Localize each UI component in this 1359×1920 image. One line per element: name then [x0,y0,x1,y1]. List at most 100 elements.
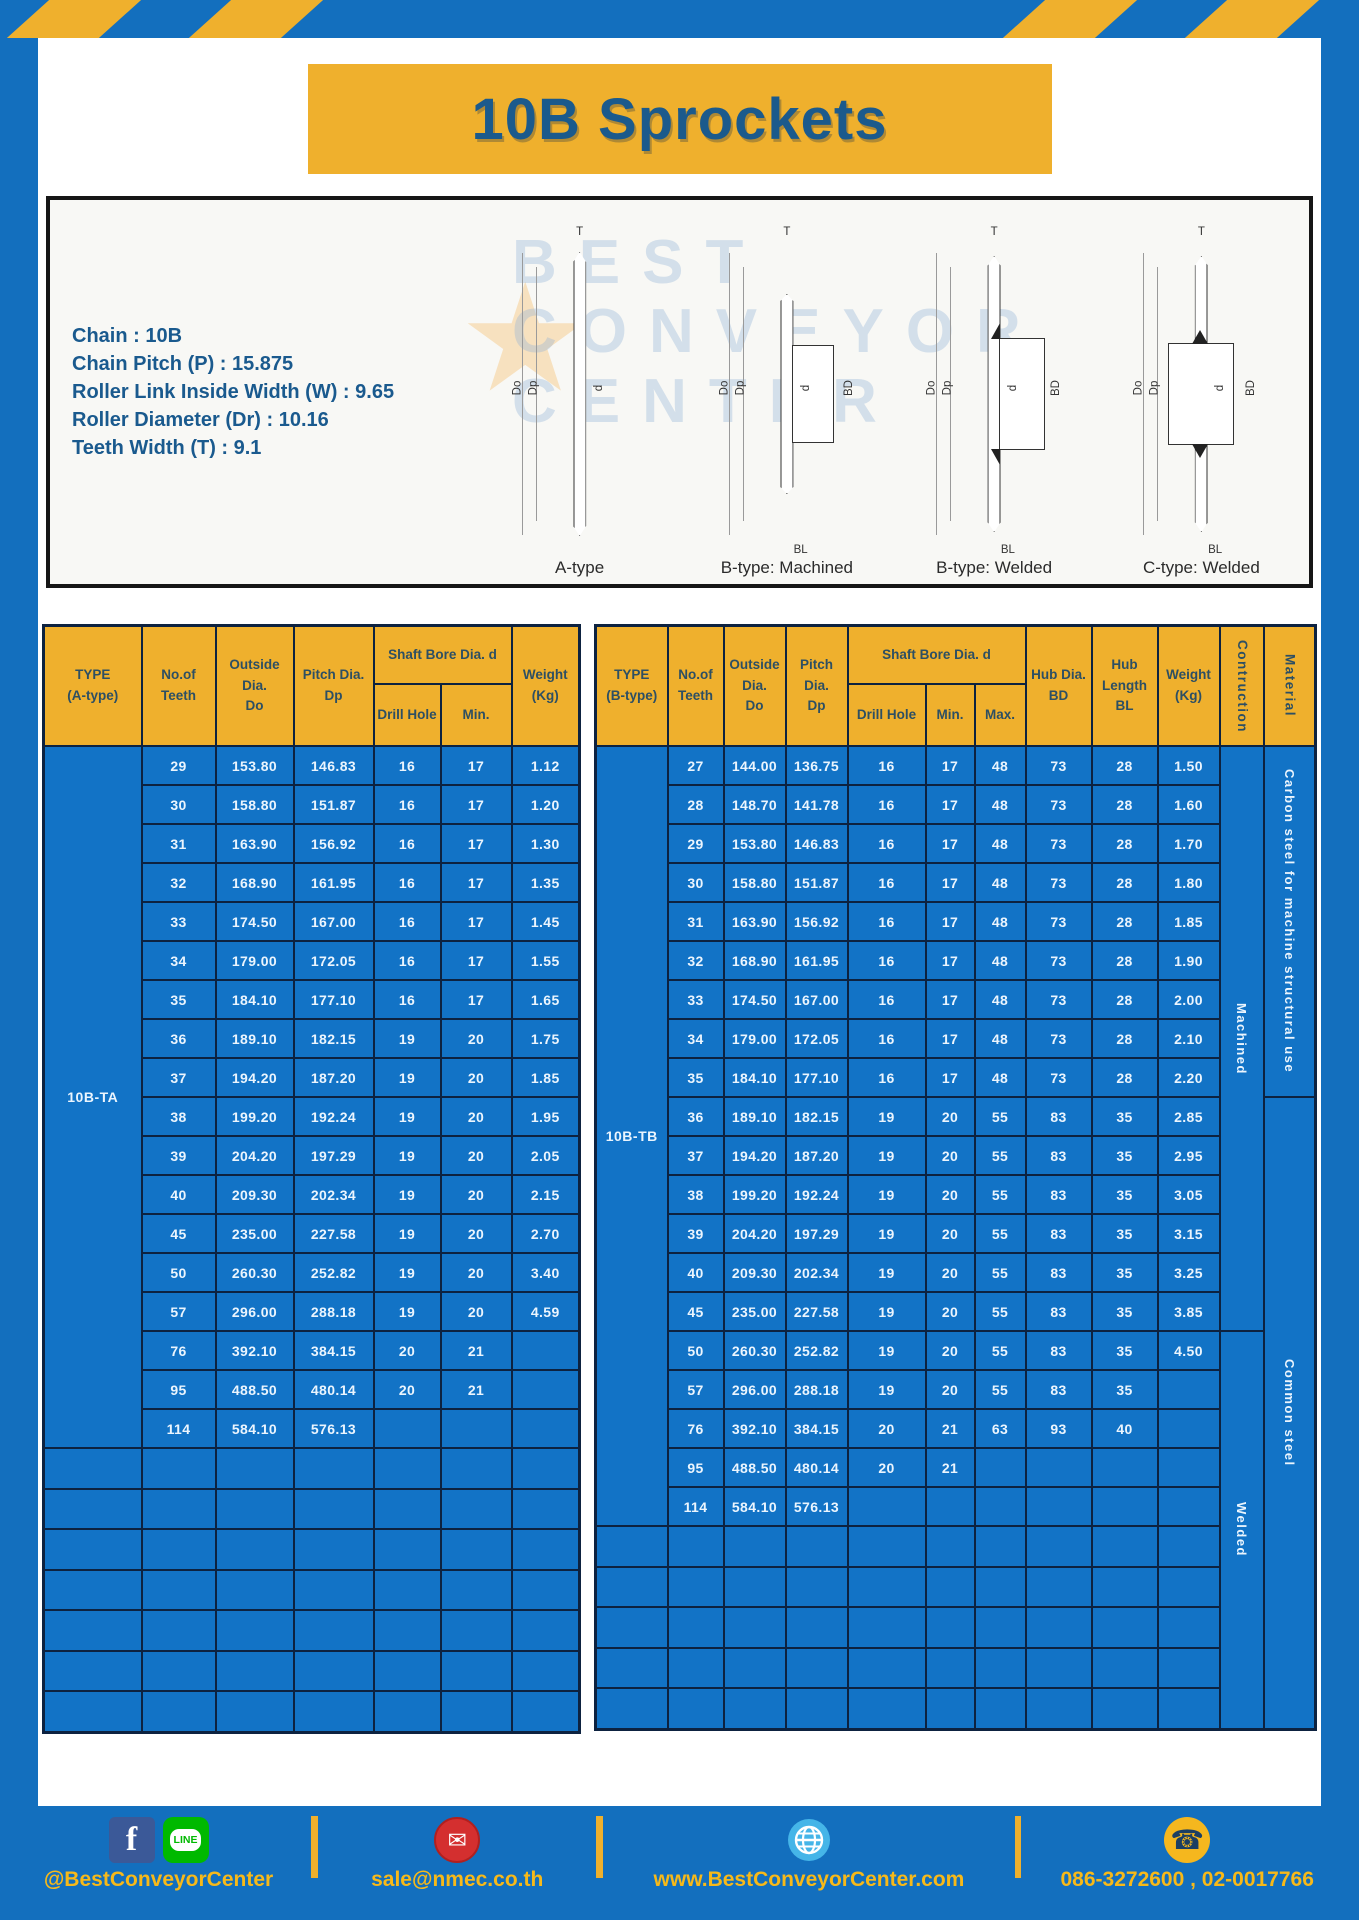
footer-group: ✉ sale@nmec.co.th [318,1806,597,1920]
table-cell: 55 [973,1174,1027,1215]
footer-label[interactable]: www.BestConveyorCenter.com [653,1868,965,1891]
table-cell: 40 [1090,1408,1159,1449]
table-cell: 163.90 [214,823,295,864]
table-cell [1090,1565,1159,1608]
table-cell: 48 [973,745,1027,786]
table-cell: 4.59 [510,1291,581,1332]
table-cell [510,1408,581,1449]
table-cell: 83 [1024,1174,1093,1215]
table-row: 40 209.30 202.34 19 20 2.15 [44,1174,581,1215]
table-cell: 392.10 [214,1330,295,1371]
table-cell: 83 [1024,1096,1093,1137]
table-cell [1090,1486,1159,1527]
table-cell [973,1525,1027,1568]
table-cell [594,1646,669,1689]
table-cell: 17 [439,862,513,903]
table-cell [214,1649,295,1692]
table-cell: 161.95 [784,940,849,981]
table-cell: 17 [439,784,513,825]
table-row: 10B-TB 27 144.00 136.75 16 17 48 73 28 1.50 Machin… [594,745,1317,1527]
table-cell: 204.20 [722,1213,787,1254]
table-row: 50 260.30 252.82 19 20 55 83 35 4.50 Welded [596,1330,1316,1730]
table-cell: 35 [666,1057,725,1098]
column-subheader: Drill Hole [846,683,927,747]
diagram-drawing: Do Dp d BD [910,250,1078,538]
table-cell: 16 [846,784,927,825]
table-cell: 488.50 [722,1447,787,1488]
table-cell [973,1486,1027,1527]
table-cell: 19 [372,1174,442,1215]
footer-label[interactable]: 086-3272600 , 02-0017766 [1060,1868,1314,1891]
table-cell [1156,1486,1221,1527]
diagram-drawing: Do Dp d BD [1117,250,1285,538]
table-cell: 17 [924,1018,976,1059]
table-cell [594,1687,669,1730]
table-cell: 151.87 [784,862,849,903]
table-row: 114 584.10 576.13 [44,1408,581,1449]
column-header: Hub Dia. BD [1024,624,1093,747]
table-cell: 17 [924,940,976,981]
column-header: Weight (Kg) [510,624,581,747]
line-bubble: LINE [169,1829,202,1851]
table-cell [140,1690,217,1733]
table-cell [1156,1646,1221,1689]
table-cell: 204.20 [214,1135,295,1176]
spec-line: Chain Pitch (P) : 15.875 [72,353,294,375]
table-row: 45 235.00 227.58 19 20 55 83 35 3.85 [596,1291,1316,1332]
table-cell [973,1447,1027,1488]
content-sheet: 10B Sprockets ★ BEST CONVEYOR CENTER Cha… [38,38,1321,1806]
mail-icon[interactable]: ✉ [434,1817,481,1863]
table-cell [214,1528,295,1571]
table-cell [722,1565,787,1608]
footer-label[interactable]: sale@nmec.co.th [371,1868,544,1891]
construction-cell: Machined [1218,745,1265,1332]
globe-icon[interactable] [786,1817,832,1863]
footer-group: www.BestConveyorCenter.com [603,1806,1014,1920]
table-cell: 17 [439,823,513,864]
table-cell: 83 [1024,1369,1093,1410]
column-header: Outside Dia. Do [722,624,787,747]
table-cell: 29 [666,823,725,864]
table-cell [1156,1687,1221,1730]
column-subheader: Max. [973,683,1027,747]
phone-icon[interactable]: ☎ [1164,1817,1211,1863]
table-cell: 199.20 [214,1096,295,1137]
table-cell: 28 [1090,940,1159,981]
footer-label[interactable]: @BestConveyorCenter [43,1868,274,1891]
table-cell: 252.82 [292,1252,375,1293]
table-cell: 73 [1024,745,1093,786]
empty-row [594,1606,1316,1649]
table-cell [439,1528,513,1571]
table-cell: 19 [846,1291,927,1332]
line-icon[interactable]: LINE [162,1817,209,1863]
table-cell: 28 [1090,1057,1159,1098]
table-cell: 3.25 [1156,1252,1221,1293]
table-cell: 20 [439,1213,513,1254]
table-cell: 20 [372,1369,442,1410]
table-cell: 141.78 [784,784,849,825]
table-cell: 20 [439,1291,513,1332]
table-cell: 48 [973,784,1027,825]
table-cell [784,1565,849,1608]
facebook-icon[interactable]: f [108,1817,155,1863]
table-cell: 1.50 [1156,745,1221,786]
footer-divider [1014,1816,1022,1878]
sprocket-table-a-type: TYPE (A-type) No.of Teeth Outside Dia. Do P… [42,624,582,1734]
footer-icons: ☎ [1164,1814,1211,1866]
table-row: 114 584.10 576.13 [596,1486,1316,1527]
table-cell: 55 [973,1135,1027,1176]
stripe-decoration [998,0,1142,38]
empty-row [42,1447,581,1490]
table-cell: 151.87 [292,784,375,825]
table-cell: 16 [372,745,442,786]
dim-label-bl: BL [1000,544,1015,556]
table-cell: 1.12 [510,745,581,786]
table-cell: 19 [846,1330,927,1371]
table-cell: 1.30 [510,823,581,864]
table-cell: 20 [439,1135,513,1176]
table-cell [846,1486,927,1527]
table-cell [214,1568,295,1611]
table-cell: 2.05 [510,1135,581,1176]
table-cell: 31 [666,901,725,942]
table-row: 76 392.10 384.15 20 21 63 93 40 [596,1408,1316,1449]
